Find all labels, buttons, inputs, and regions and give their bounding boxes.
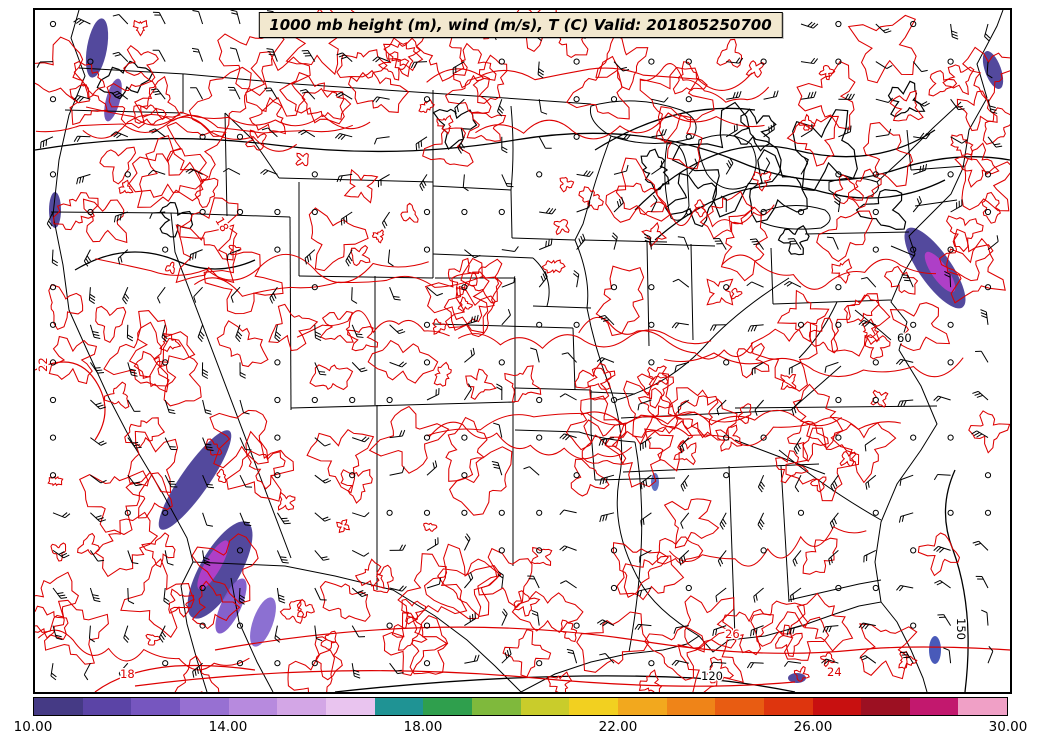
colorbar-segment: [277, 698, 326, 715]
wind-barbs-layer: [36, 10, 1003, 681]
colorbar-segment: [666, 698, 716, 715]
colorbar-segment: [763, 698, 813, 715]
contour-label: 60: [897, 331, 912, 345]
colorbar-segment: [325, 698, 375, 715]
colorbar-segment: [423, 698, 472, 715]
colorbar-segment: [617, 698, 667, 715]
colorbar-tick-label: 22.00: [598, 719, 638, 735]
temperature-contours-layer: [35, 10, 1010, 692]
contour-label: 18: [212, 215, 231, 235]
contour-label: 18: [120, 667, 135, 681]
colorbar-tick-label: 18.00: [403, 719, 443, 735]
colorbar-ticks: 10.00 14.00 18.00 22.00 26.00 30.00: [14, 719, 1028, 739]
contour-label: 120: [701, 669, 723, 683]
colorbar-segment: [715, 698, 764, 715]
colorbar-segment: [471, 698, 521, 715]
colorbar-tick-label: 26.00: [793, 719, 833, 735]
colorbar-segment: [909, 698, 959, 715]
colorbar-segment: [520, 698, 570, 715]
colorbar: [33, 697, 1008, 716]
colorbar-segment: [812, 698, 862, 715]
contour-label: 26: [725, 627, 740, 641]
colorbar-segment: [374, 698, 424, 715]
colorbar-segment: [228, 698, 278, 715]
colorbar-tick-label: 10.00: [13, 719, 53, 735]
colorbar-segment: [34, 698, 83, 715]
colorbar-tick-label: 30.00: [988, 719, 1028, 735]
contour-labels-layer: 18 24 26 22 18 120 150 60: [35, 213, 970, 685]
map-canvas: 18 24 26 22 18 120 150 60: [35, 10, 1010, 692]
contour-label: 22: [36, 357, 50, 372]
contour-label: 150: [954, 618, 968, 640]
colorbar-segment: [861, 698, 910, 715]
colorbar-segment: [569, 698, 618, 715]
map-plot-area: 18 24 26 22 18 120 150 60: [33, 8, 1012, 694]
colorbar-segment: [179, 698, 229, 715]
colorbar-segment: [131, 698, 180, 715]
colorbar-segment: [82, 698, 132, 715]
colorbar-segment: [958, 698, 1008, 715]
map-title: 1000 mb height (m), wind (m/s), T (C) Va…: [269, 16, 772, 34]
title-box: 1000 mb height (m), wind (m/s), T (C) Va…: [258, 12, 783, 38]
contour-label: 24: [827, 665, 842, 679]
colorbar-tick-label: 14.00: [208, 719, 248, 735]
